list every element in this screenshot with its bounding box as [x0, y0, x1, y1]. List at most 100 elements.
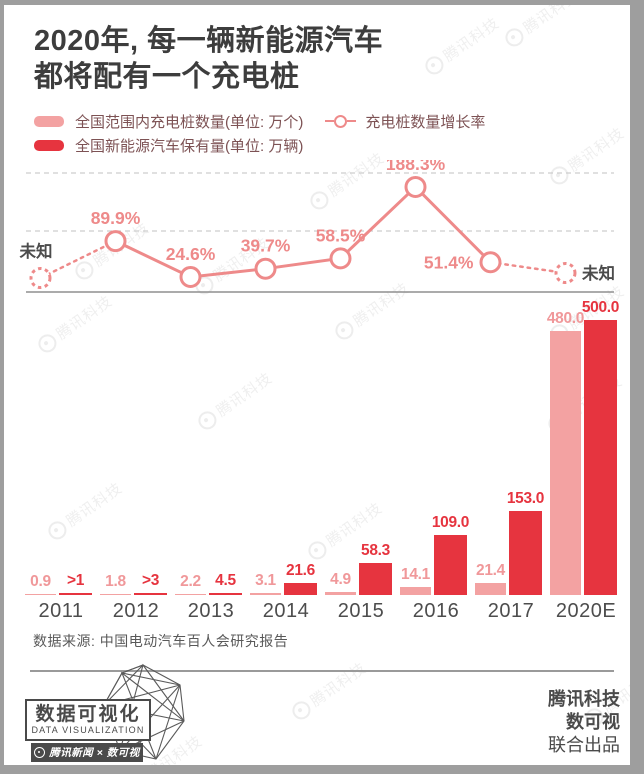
watermark-logo-icon [558, 582, 584, 608]
watermark-text: 腾讯科技 [63, 479, 126, 531]
red-bar-value-2017: 153.0 [506, 489, 545, 507]
watermark-text: 腾讯科技 [440, 14, 503, 66]
pink-bar-value-2017: 21.4 [476, 562, 505, 580]
tencent-watermark: 腾讯科技 [194, 367, 277, 434]
watermark-logo-icon [304, 537, 330, 563]
tencent-watermark: 腾讯科技 [304, 497, 387, 564]
legend-row-1: 全国范围内充电桩数量(单位: 万个) 充电桩数量增长率 [34, 110, 485, 132]
red-bar-2017 [509, 510, 542, 595]
data-point [179, 266, 202, 288]
watermark-logo-icon [421, 52, 447, 78]
pink-bar-value-2013: 2.2 [180, 572, 201, 590]
red-series-label: 全国新能源汽车保有量(单位: 万辆) [75, 137, 304, 155]
data-point [104, 230, 127, 253]
pink-bar-value-2011: 0.9 [30, 572, 51, 590]
watermark-text: 腾讯科技 [323, 499, 386, 551]
watermark-text: 腾讯科技 [213, 369, 276, 421]
pink-bar-value-2016: 14.1 [401, 566, 430, 584]
pink-series-label: 全国范围内充电桩数量(单位: 万个) [75, 113, 304, 131]
watermark-text: 腾讯科技 [307, 659, 370, 711]
red-bar-value-2016: 109.0 [431, 514, 470, 532]
red-bar-2020E [584, 320, 617, 595]
red-series-swatch [34, 139, 64, 151]
growth-value-label: 188.3% [386, 160, 446, 174]
red-bar-2015 [359, 562, 392, 595]
watermark-text: 腾讯科技 [575, 452, 630, 504]
line-segment-icon [347, 119, 357, 123]
watermark-text: 腾讯科技 [520, 5, 583, 38]
pink-bar-value-2015: 4.9 [330, 571, 351, 589]
logo-subtitle: DATA VISUALIZATION [31, 724, 145, 735]
pink-bar-2011 [25, 593, 56, 595]
red-bar-2016 [434, 535, 467, 595]
data-source-note: 数据来源: 中国电动汽车百人会研究报告 [33, 633, 289, 649]
watermark-logo-icon [288, 697, 314, 723]
watermark-logo-icon [44, 517, 70, 543]
x-axis-label-2013: 2013 [187, 600, 235, 622]
pink-bar-value-2014: 3.1 [255, 572, 276, 590]
watermark-text: 腾讯科技 [577, 544, 630, 596]
line-segment-icon [325, 119, 335, 123]
chart-legend: 全国范围内充电桩数量(单位: 万个) 充电桩数量增长率 全国新能源汽车保有量(单… [34, 110, 485, 158]
tencent-news-icon [34, 747, 46, 758]
x-axis-label-2012: 2012 [112, 600, 160, 622]
tencent-watermark: 腾讯科技 [556, 450, 630, 517]
credit-line-3: 联合出品 [548, 735, 620, 755]
tencent-watermark: 腾讯科技 [421, 12, 504, 79]
watermark-logo-icon [194, 407, 220, 433]
red-bar-2011 [59, 593, 92, 595]
tencent-watermark: 腾讯科技 [544, 370, 627, 437]
red-bar-2014 [284, 583, 317, 595]
growth-value-label: 89.9% [91, 208, 141, 228]
footer-divider [30, 670, 614, 672]
growth-series-label: 充电桩数量增长率 [365, 113, 486, 131]
page-title-line2: 都将配有一个充电桩 [34, 61, 300, 93]
pink-bar-2012 [100, 593, 131, 595]
pink-bar-2014 [250, 593, 281, 595]
credit-line-2: 数可视 [566, 712, 620, 732]
unknown-label: 未知 [20, 241, 53, 261]
credits: 腾讯科技 数可视 联合出品 [548, 688, 620, 757]
red-bar-2013 [209, 592, 242, 595]
growth-value-label: 51.4% [424, 252, 474, 272]
tencent-watermark: 腾讯科技 [501, 5, 584, 51]
red-bar-value-2014: 21.6 [286, 562, 315, 580]
growth-line-icon [325, 114, 357, 128]
red-bar-value-2011: >1 [66, 572, 85, 590]
tencent-watermark: 腾讯科技 [44, 477, 127, 544]
pink-bar-2017 [475, 583, 506, 595]
x-axis-label-2011: 2011 [38, 600, 84, 622]
red-bar-value-2013: 4.5 [215, 571, 236, 589]
pink-bar-value-2012: 1.8 [105, 572, 126, 590]
pink-series-swatch [34, 115, 64, 127]
tencent-watermark: 腾讯科技 [288, 657, 371, 724]
pink-bar-value-2020E: 480.0 [546, 310, 585, 327]
tencent-watermark: 腾讯科技 [34, 290, 117, 357]
watermark-logo-icon [544, 410, 570, 436]
logo-badge: 腾讯新闻 × 数可视 [31, 743, 143, 762]
dotted-line-segment [39, 239, 117, 280]
x-axis-label-2014: 2014 [262, 600, 310, 622]
watermark-logo-icon [331, 317, 357, 343]
red-bar-value-2020E: 500.0 [581, 299, 620, 316]
growth-value-label: 58.5% [316, 225, 366, 245]
red-bar-value-2012: >3 [141, 572, 160, 590]
growth-rate-line-chart: 未知 89.9% 24.6% 39.7% 58.5% 188.3% 51.4% 未知 [20, 160, 615, 293]
watermark-logo-icon [546, 320, 572, 346]
x-axis-label-2020E: 2020E [555, 600, 617, 622]
unknown-data-point [554, 262, 577, 284]
data-point [329, 247, 352, 270]
infographic-card: 腾讯科技 腾讯科技 腾讯科技 腾讯科技 腾讯科技 腾讯科技 腾讯科技 腾讯科技 腾讯科技 腾讯科技… [4, 5, 630, 765]
page-title-line1: 2020年, 每一辆新能源汽车 [34, 25, 384, 57]
tencent-watermark: 腾讯科技 [558, 542, 630, 609]
pink-bar-2015 [325, 592, 356, 595]
x-axis-label-2015: 2015 [337, 600, 385, 622]
watermark-logo-icon [34, 330, 60, 356]
growth-value-label: 39.7% [241, 236, 291, 256]
data-point [479, 251, 502, 274]
logo-title: 数据可视化 [35, 703, 141, 725]
logo-badge-text: 腾讯新闻 × 数可视 [49, 747, 140, 759]
legend-row-2: 全国新能源汽车保有量(单位: 万辆) [34, 134, 485, 156]
unknown-label: 未知 [582, 263, 615, 283]
